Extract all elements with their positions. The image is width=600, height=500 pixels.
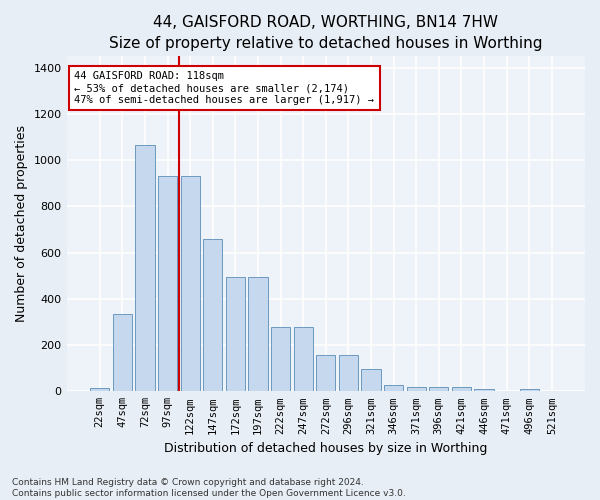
Bar bbox=[429, 387, 448, 392]
Text: 44 GAISFORD ROAD: 118sqm
← 53% of detached houses are smaller (2,174)
47% of sem: 44 GAISFORD ROAD: 118sqm ← 53% of detach… bbox=[74, 72, 374, 104]
Bar bbox=[452, 387, 471, 392]
Text: Contains HM Land Registry data © Crown copyright and database right 2024.
Contai: Contains HM Land Registry data © Crown c… bbox=[12, 478, 406, 498]
Bar bbox=[520, 389, 539, 392]
Bar bbox=[248, 277, 268, 392]
Bar bbox=[407, 386, 426, 392]
Bar bbox=[339, 356, 358, 392]
Bar bbox=[361, 370, 380, 392]
Bar bbox=[181, 176, 200, 392]
Y-axis label: Number of detached properties: Number of detached properties bbox=[15, 126, 28, 322]
Bar bbox=[475, 389, 494, 392]
Bar bbox=[293, 326, 313, 392]
Bar bbox=[384, 385, 403, 392]
X-axis label: Distribution of detached houses by size in Worthing: Distribution of detached houses by size … bbox=[164, 442, 487, 455]
Bar bbox=[113, 314, 132, 392]
Bar bbox=[90, 388, 109, 392]
Bar bbox=[316, 356, 335, 392]
Bar bbox=[226, 277, 245, 392]
Title: 44, GAISFORD ROAD, WORTHING, BN14 7HW
Size of property relative to detached hous: 44, GAISFORD ROAD, WORTHING, BN14 7HW Si… bbox=[109, 15, 542, 51]
Bar bbox=[271, 326, 290, 392]
Bar bbox=[158, 176, 177, 392]
Bar bbox=[136, 146, 155, 392]
Bar bbox=[203, 239, 223, 392]
